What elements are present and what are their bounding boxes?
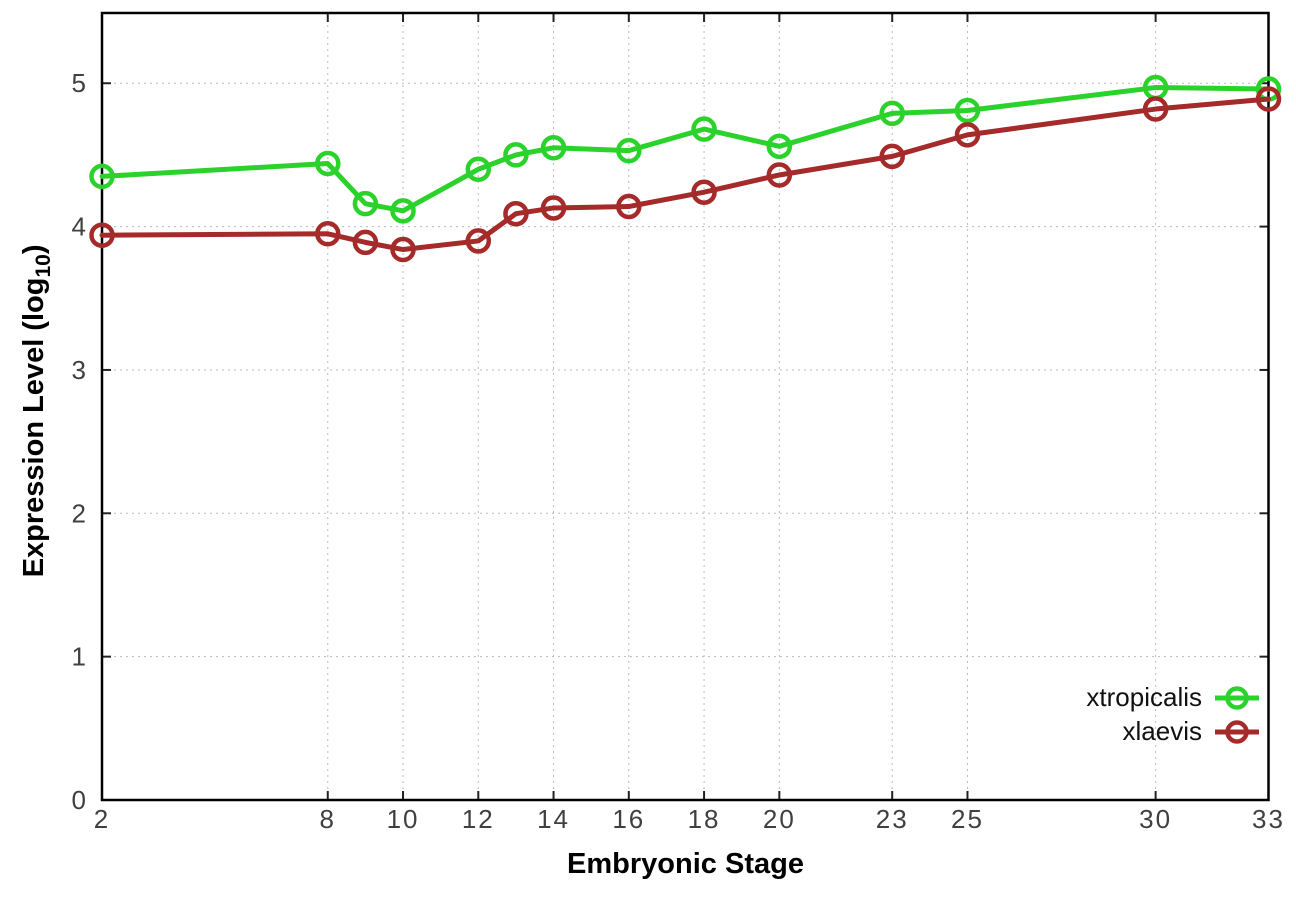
x-tick-label: 2: [94, 804, 110, 834]
legend: xtropicalis xlaevis: [1086, 682, 1262, 747]
data-point-xtropicalis: [616, 137, 642, 164]
data-point-xtropicalis: [89, 163, 115, 190]
data-point-xtropicalis: [691, 116, 717, 142]
data-point-xlaevis: [766, 162, 793, 188]
data-point-xlaevis: [879, 143, 905, 170]
legend-marker-icon: [1215, 719, 1259, 744]
y-tick-label: 4: [72, 212, 88, 242]
x-tick-label: 14: [537, 804, 570, 834]
y-tick-label: 2: [72, 498, 88, 528]
data-point-xlaevis: [352, 229, 379, 256]
data-point-xlaevis: [465, 228, 492, 254]
y-tick-label: 5: [72, 68, 88, 98]
y-axis-title-close: ): [18, 244, 51, 255]
x-tick-label: 8: [320, 804, 336, 834]
data-point-xtropicalis: [879, 100, 905, 127]
data-point-xtropicalis: [465, 156, 492, 183]
legend-label: xtropicalis: [1086, 682, 1202, 712]
legend-marker-icon: [1215, 685, 1259, 710]
data-point-xtropicalis: [390, 198, 416, 224]
series-line-xtropicalis: [99, 85, 1271, 214]
data-point-xlaevis: [315, 221, 341, 247]
data-point-xtropicalis: [954, 97, 981, 124]
data-point-xlaevis: [540, 195, 567, 221]
x-tick-label: 23: [876, 804, 909, 834]
data-point-xtropicalis: [352, 190, 379, 217]
data-point-xlaevis: [954, 122, 981, 148]
data-point-xtropicalis: [540, 135, 567, 161]
x-axis-title: Embryonic Stage: [567, 848, 804, 880]
data-point-xlaevis: [390, 236, 416, 263]
plot-border: [100, 11, 1270, 802]
x-tick-label: 12: [462, 804, 495, 834]
data-point-xtropicalis: [766, 133, 793, 160]
data-point-xlaevis: [1255, 86, 1282, 112]
y-tick-label: 3: [72, 355, 88, 385]
x-tick-label: 25: [951, 804, 984, 834]
x-tick-label: 33: [1252, 804, 1285, 834]
data-point-xlaevis: [503, 200, 529, 227]
x-tick-label: 20: [763, 804, 796, 834]
legend-item-xlaevis: xlaevis: [1123, 716, 1262, 747]
y-tick-label: 0: [72, 785, 88, 815]
data-point-xlaevis: [89, 222, 115, 248]
y-axis-title: Expression Level (log10): [18, 206, 56, 616]
x-tick-label: 18: [688, 804, 721, 834]
legend-item-xtropicalis: xtropicalis: [1086, 682, 1262, 713]
data-point-xlaevis: [691, 179, 717, 205]
x-tick-label: 30: [1139, 804, 1172, 834]
series-line-xlaevis: [99, 96, 1271, 253]
data-point-xlaevis: [616, 193, 642, 220]
y-axis-title-text: Expression Level (log: [18, 277, 51, 578]
legend-label: xlaevis: [1122, 716, 1202, 746]
data-point-xtropicalis: [503, 142, 529, 168]
data-point-xtropicalis: [315, 150, 341, 177]
x-tick-label: 16: [612, 804, 645, 834]
x-tick-label: 10: [387, 804, 420, 834]
data-point-xlaevis: [1142, 96, 1169, 122]
y-tick-label: 1: [72, 642, 88, 672]
y-axis-title-subscript: 10: [31, 254, 55, 278]
